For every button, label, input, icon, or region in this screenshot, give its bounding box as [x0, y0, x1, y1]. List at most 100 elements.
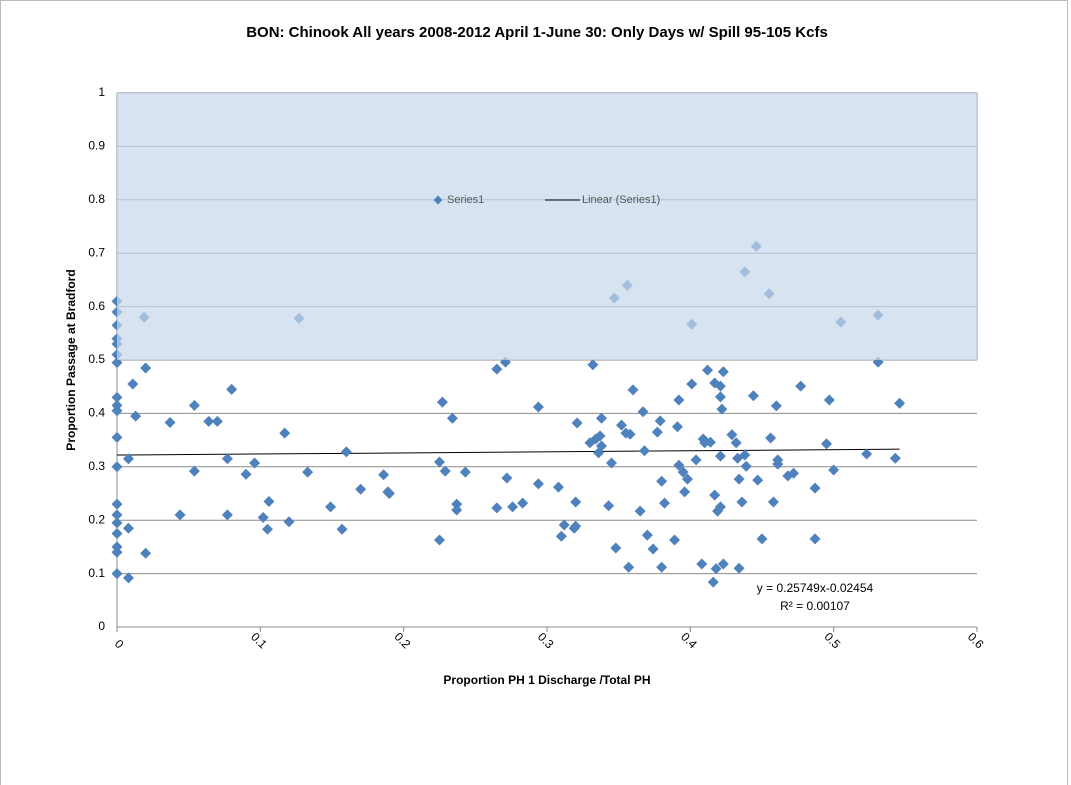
data-point	[517, 497, 529, 509]
data-point	[716, 403, 728, 415]
data-point	[654, 415, 666, 427]
data-point	[747, 390, 759, 402]
data-point	[383, 488, 395, 499]
data-point	[451, 504, 463, 516]
data-point	[111, 461, 123, 473]
y-tick-label: 0	[98, 619, 105, 633]
data-point	[894, 397, 906, 409]
data-point	[739, 449, 751, 461]
x-tick-label: 0.6	[965, 630, 987, 652]
data-point	[111, 546, 123, 558]
data-point	[679, 486, 691, 498]
data-point	[552, 481, 564, 493]
data-point	[355, 483, 367, 495]
data-point	[451, 498, 463, 510]
data-point	[726, 429, 738, 441]
data-point	[714, 501, 726, 513]
y-tick-label: 0.3	[88, 459, 105, 473]
data-point	[122, 522, 134, 534]
data-point	[532, 401, 544, 413]
data-point	[752, 474, 764, 486]
y-tick-label: 0.8	[88, 192, 105, 206]
data-point	[647, 543, 659, 555]
data-point	[616, 419, 628, 431]
x-tick-label: 0.1	[248, 630, 270, 652]
data-point	[439, 465, 451, 477]
trendline	[116, 448, 900, 456]
data-point	[325, 501, 337, 513]
data-point	[122, 453, 134, 465]
data-point	[257, 512, 269, 524]
y-tick-label: 1	[98, 85, 105, 99]
data-point	[571, 417, 583, 429]
data-point	[283, 516, 295, 528]
data-point	[140, 547, 152, 559]
data-point	[336, 523, 348, 535]
data-point	[111, 568, 123, 580]
data-point	[736, 496, 748, 508]
data-point	[174, 509, 186, 521]
data-point	[262, 523, 273, 535]
data-point	[677, 466, 689, 478]
data-point	[436, 396, 448, 408]
y-tick-label: 0.7	[88, 245, 105, 259]
data-point	[279, 427, 291, 439]
chart-title: BON: Chinook All years 2008-2012 April 1…	[246, 24, 828, 41]
data-point	[861, 448, 873, 460]
data-point	[809, 482, 821, 494]
data-point	[770, 400, 782, 412]
data-point	[669, 534, 681, 546]
data-point	[221, 453, 233, 465]
data-point	[624, 428, 636, 440]
data-point	[249, 457, 261, 469]
data-point	[111, 517, 123, 529]
data-point	[446, 412, 458, 424]
data-point	[634, 505, 646, 517]
data-point	[587, 359, 599, 371]
data-point	[459, 466, 471, 478]
data-point	[263, 496, 275, 508]
data-point	[378, 469, 390, 481]
y-tick-label: 0.9	[88, 139, 105, 153]
data-point	[491, 502, 503, 514]
data-point	[673, 394, 685, 406]
data-point	[203, 415, 215, 427]
data-point	[501, 472, 513, 484]
data-point	[659, 497, 671, 509]
data-point	[623, 561, 635, 573]
data-point	[641, 529, 653, 541]
data-point	[740, 460, 752, 472]
data-point	[130, 410, 142, 422]
data-point	[211, 415, 223, 427]
data-point	[111, 498, 123, 510]
data-point	[595, 412, 607, 424]
data-point	[714, 391, 726, 403]
data-point	[555, 530, 567, 542]
data-point	[595, 440, 607, 452]
data-point	[733, 562, 745, 574]
data-point	[707, 576, 719, 588]
data-point	[765, 432, 777, 444]
x-axis-label: Proportion PH 1 Discharge /Total PH	[443, 673, 650, 687]
y-axis-label: Proportion Passage at Bradford	[64, 269, 78, 450]
y-tick-label: 0.6	[88, 299, 105, 313]
data-point	[656, 475, 668, 487]
data-point	[111, 391, 123, 403]
data-point	[709, 489, 721, 501]
data-point	[651, 426, 663, 438]
data-point	[603, 500, 615, 512]
data-point	[828, 464, 840, 476]
data-point	[710, 563, 722, 575]
data-point	[714, 380, 726, 392]
data-point	[767, 496, 779, 508]
data-point	[610, 542, 622, 554]
data-point	[188, 399, 200, 411]
y-tick-label: 0.4	[88, 406, 105, 420]
data-point	[606, 457, 617, 469]
data-point	[507, 501, 519, 513]
y-tick-label: 0.2	[88, 512, 105, 526]
data-point	[226, 383, 238, 395]
data-point	[656, 561, 668, 573]
